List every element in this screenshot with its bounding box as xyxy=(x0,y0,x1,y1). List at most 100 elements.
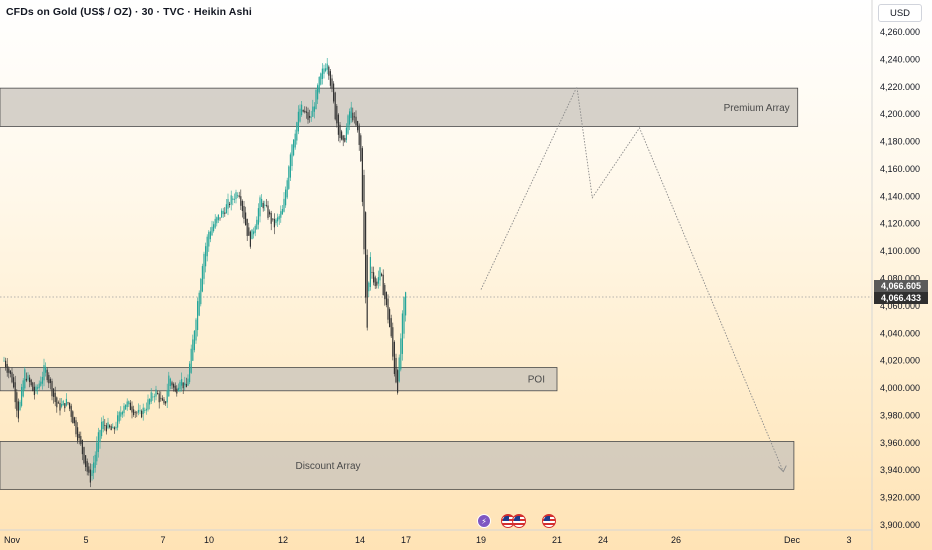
candle-body xyxy=(96,442,98,462)
candle-body xyxy=(230,195,232,205)
candle-body xyxy=(182,382,184,389)
candle-body xyxy=(267,205,269,218)
candle-body xyxy=(224,212,226,214)
candle-body xyxy=(373,272,375,283)
candle-body xyxy=(134,412,136,414)
x-tick-label: 7 xyxy=(160,535,165,545)
candle-body xyxy=(97,432,99,452)
candle-body xyxy=(24,369,26,389)
y-tick-label: 4,140.000 xyxy=(880,191,920,201)
candle-body xyxy=(350,107,352,118)
candle-body xyxy=(14,382,16,403)
candle-body xyxy=(312,106,314,117)
candle-body xyxy=(294,133,296,148)
candle-body xyxy=(49,379,51,383)
candle-body xyxy=(317,85,319,100)
x-tick-label: Nov xyxy=(4,535,21,545)
candle-body xyxy=(305,111,307,113)
candle-body xyxy=(174,385,176,392)
candle-body xyxy=(342,135,344,141)
candle-body xyxy=(384,284,386,300)
y-tick-label: 3,980.000 xyxy=(880,410,920,420)
candle-body xyxy=(80,436,82,445)
zone-box[interactable] xyxy=(0,367,558,392)
candle-body xyxy=(99,430,101,443)
candle-body xyxy=(323,68,325,74)
candle-body xyxy=(40,381,42,386)
x-tick-label: 17 xyxy=(401,535,411,545)
candle-body xyxy=(288,166,290,189)
candle-body xyxy=(336,105,338,124)
candle-body xyxy=(365,212,367,298)
candle-body xyxy=(38,383,40,389)
candle-body xyxy=(69,402,71,409)
candle-body xyxy=(371,271,373,273)
symbol-title[interactable]: CFDs on Gold (US$ / OZ) · 30 · TVC · Hei… xyxy=(6,6,252,18)
candle-body xyxy=(238,195,240,197)
candle-body xyxy=(173,383,175,388)
candle-body xyxy=(200,278,202,305)
candle-body xyxy=(289,154,291,178)
candle-body xyxy=(6,363,8,373)
candle-body xyxy=(377,277,379,284)
candle-body xyxy=(142,407,144,415)
candle-body xyxy=(259,197,261,217)
candle-body xyxy=(141,410,143,418)
candle-body xyxy=(219,217,221,219)
candle-body xyxy=(109,425,111,428)
candle-body xyxy=(398,357,400,382)
x-tick-label: 12 xyxy=(278,535,288,545)
candle-body xyxy=(310,116,312,118)
y-tick-label: 4,080.000 xyxy=(880,274,920,284)
zone-label: Premium Array xyxy=(724,103,790,114)
us-flag-icon[interactable] xyxy=(542,514,556,528)
candle-body xyxy=(197,301,199,331)
candle-body xyxy=(249,231,251,247)
zone-box[interactable] xyxy=(0,441,795,490)
candle-body xyxy=(320,73,322,85)
candle-body xyxy=(168,375,170,397)
y-tick-label: 4,200.000 xyxy=(880,109,920,119)
candle-body xyxy=(48,374,50,384)
candle-body xyxy=(254,226,256,233)
candle-body xyxy=(166,390,168,403)
candle-body xyxy=(325,68,327,72)
zone-label: Discount Array xyxy=(295,461,360,472)
candle-body xyxy=(248,227,250,236)
candle-body xyxy=(296,122,298,141)
y-tick-label: 3,940.000 xyxy=(880,465,920,475)
candle-body xyxy=(22,380,24,397)
candle-body xyxy=(171,382,173,386)
candle-body xyxy=(115,426,117,429)
x-tick-label: 5 xyxy=(83,535,88,545)
y-tick-label: 3,920.000 xyxy=(880,493,920,503)
candle-body xyxy=(110,426,112,431)
y-tick-label: 4,120.000 xyxy=(880,219,920,229)
currency-button[interactable]: USD xyxy=(878,4,922,22)
candle-body xyxy=(304,110,306,113)
x-tick-label: 21 xyxy=(552,535,562,545)
candle-body xyxy=(291,144,293,167)
candle-body xyxy=(73,417,75,424)
candle-body xyxy=(264,204,266,206)
candle-body xyxy=(328,66,330,76)
candle-body xyxy=(45,366,47,373)
y-tick-label: 3,960.000 xyxy=(880,438,920,448)
candle-body xyxy=(299,108,301,122)
x-tick-label: 14 xyxy=(355,535,365,545)
zone-box[interactable] xyxy=(0,87,799,127)
candle-body xyxy=(192,339,194,361)
candle-body xyxy=(382,274,384,296)
candle-body xyxy=(393,341,395,374)
lightning-icon[interactable]: ⚡ xyxy=(477,514,491,528)
last-price-tag: 4,066.605 xyxy=(874,280,928,292)
y-tick-label: 4,240.000 xyxy=(880,54,920,64)
y-tick-label: 4,040.000 xyxy=(880,328,920,338)
candle-body xyxy=(217,214,219,221)
candle-body xyxy=(5,360,7,368)
us-flag-icon[interactable] xyxy=(512,514,526,528)
candle-body xyxy=(94,454,96,468)
projection-path[interactable] xyxy=(480,85,784,472)
